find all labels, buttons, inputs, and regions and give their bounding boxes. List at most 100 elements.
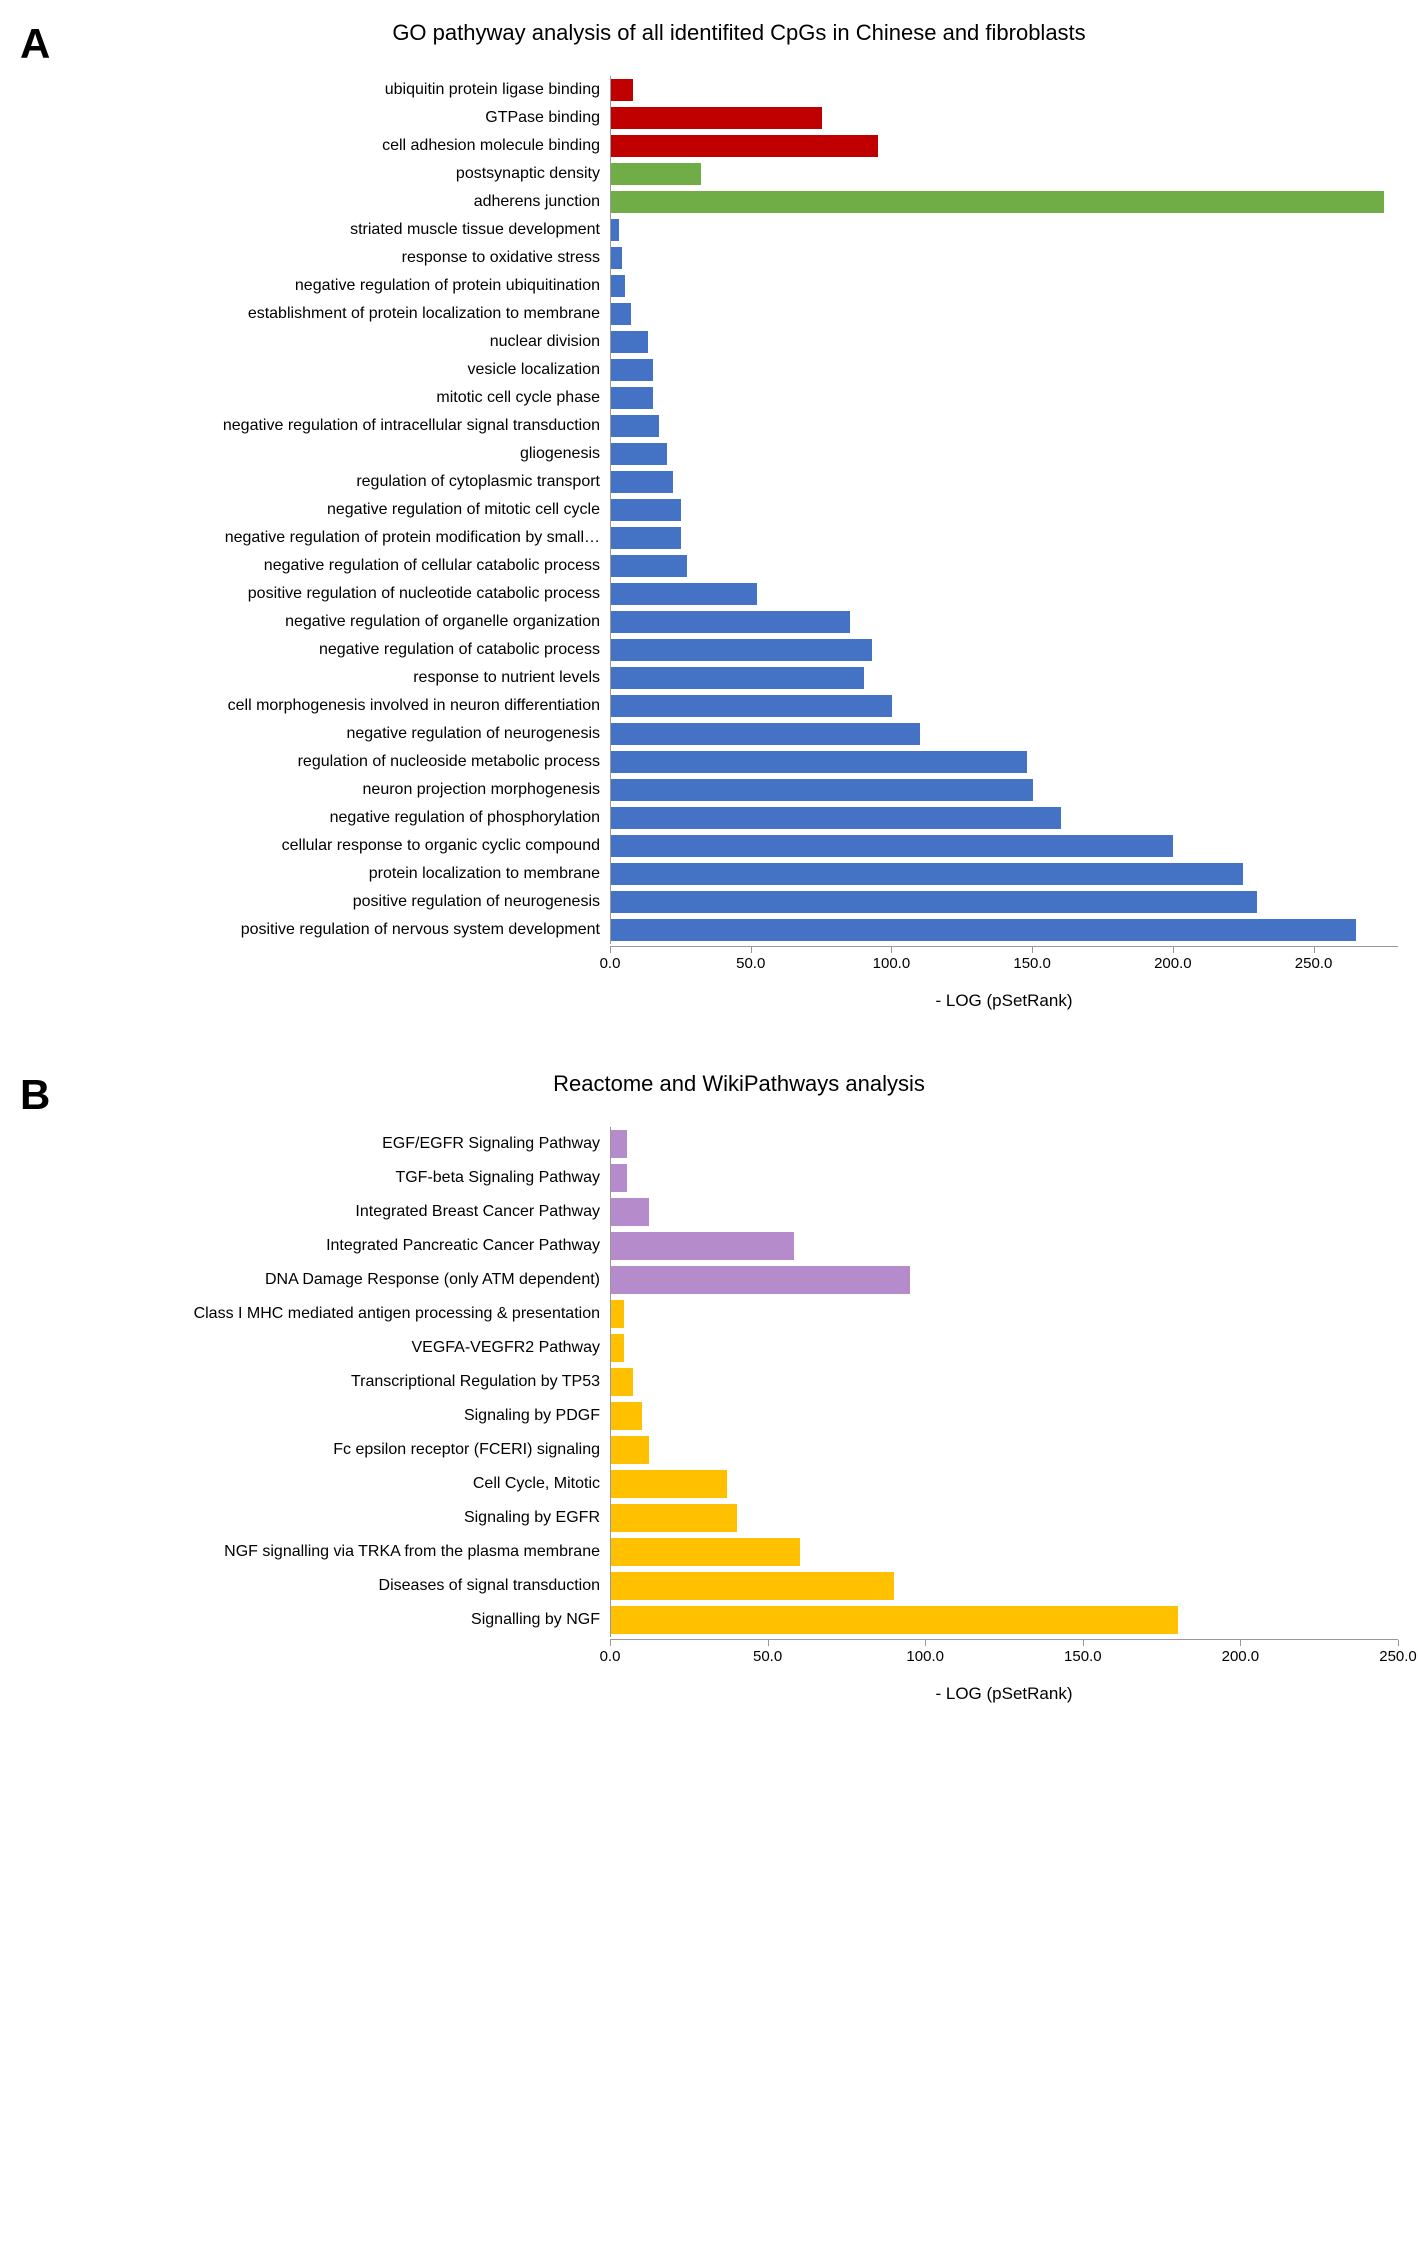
bar-label: DNA Damage Response (only ATM dependent)	[80, 1271, 610, 1289]
bar-row: Signalling by NGF	[80, 1603, 1398, 1637]
bar-row: positive regulation of nervous system de…	[80, 916, 1398, 944]
bar-row: Fc epsilon receptor (FCERI) signaling	[80, 1433, 1398, 1467]
bar	[611, 1266, 910, 1294]
bar-track	[610, 860, 1398, 888]
x-tick-label: 100.0	[873, 955, 911, 972]
bar-label: Signaling by EGFR	[80, 1509, 610, 1527]
bar-row: positive regulation of nucleotide catabo…	[80, 580, 1398, 608]
x-tick	[1083, 1640, 1084, 1646]
bar	[611, 583, 757, 605]
bar-label: positive regulation of nucleotide catabo…	[80, 585, 610, 603]
x-tick	[610, 1640, 611, 1646]
bar	[611, 779, 1033, 801]
x-axis: 0.050.0100.0150.0200.0250.0	[80, 946, 1398, 987]
bar-label: VEGFA-VEGFR2 Pathway	[80, 1339, 610, 1357]
bar-row: cell morphogenesis involved in neuron di…	[80, 692, 1398, 720]
bar-row: TGF-beta Signaling Pathway	[80, 1161, 1398, 1195]
bar-track	[610, 636, 1398, 664]
bar-track	[610, 1195, 1398, 1229]
bar-label: Signaling by PDGF	[80, 1407, 610, 1425]
bar-track	[610, 356, 1398, 384]
bar-row: positive regulation of neurogenesis	[80, 888, 1398, 916]
bar-row: cellular response to organic cyclic comp…	[80, 832, 1398, 860]
x-tick-label: 50.0	[753, 1648, 782, 1665]
x-tick	[925, 1640, 926, 1646]
bar-track	[610, 160, 1398, 188]
bar	[611, 1334, 624, 1362]
bar	[611, 891, 1257, 913]
bar	[611, 135, 878, 157]
x-axis-title: - LOG (pSetRank)	[610, 991, 1398, 1011]
bar-track	[610, 608, 1398, 636]
bar-track	[610, 496, 1398, 524]
bar	[611, 611, 850, 633]
bar	[611, 807, 1061, 829]
panel-b: B Reactome and WikiPathways analysis EGF…	[20, 1071, 1398, 1704]
bar-row: Signaling by PDGF	[80, 1399, 1398, 1433]
panel-b-chart: EGF/EGFR Signaling PathwayTGF-beta Signa…	[80, 1127, 1398, 1704]
bar-row: regulation of nucleoside metabolic proce…	[80, 748, 1398, 776]
bar-track	[610, 1161, 1398, 1195]
bar	[611, 1470, 727, 1498]
bar-row: VEGFA-VEGFR2 Pathway	[80, 1331, 1398, 1365]
bar-track	[610, 1399, 1398, 1433]
bar	[611, 303, 631, 325]
bar-label: Transcriptional Regulation by TP53	[80, 1373, 610, 1391]
bar	[611, 387, 653, 409]
bar-track	[610, 1365, 1398, 1399]
bar-track	[610, 1229, 1398, 1263]
x-tick-label: 0.0	[600, 955, 621, 972]
bar-label: cellular response to organic cyclic comp…	[80, 837, 610, 855]
bar-track	[610, 412, 1398, 440]
bar-row: Diseases of signal transduction	[80, 1569, 1398, 1603]
bar-row: Integrated Breast Cancer Pathway	[80, 1195, 1398, 1229]
bar-label: regulation of cytoplasmic transport	[80, 473, 610, 491]
x-tick	[1314, 947, 1315, 953]
x-tick-label: 100.0	[906, 1648, 944, 1665]
bar-track	[610, 1127, 1398, 1161]
bar	[611, 471, 673, 493]
bar	[611, 1130, 627, 1158]
bar-label: adherens junction	[80, 193, 610, 211]
bar-track	[610, 216, 1398, 244]
bar-row: Class I MHC mediated antigen processing …	[80, 1297, 1398, 1331]
panel-a-title: GO pathyway analysis of all identifited …	[80, 20, 1398, 46]
bar-label: negative regulation of organelle organiz…	[80, 613, 610, 631]
bar	[611, 1436, 649, 1464]
bar-row: negative regulation of intracellular sig…	[80, 412, 1398, 440]
bar	[611, 667, 864, 689]
bar-track	[610, 272, 1398, 300]
bar	[611, 331, 648, 353]
bar	[611, 723, 920, 745]
bar-row: protein localization to membrane	[80, 860, 1398, 888]
bar-track	[610, 776, 1398, 804]
bar-row: vesicle localization	[80, 356, 1398, 384]
bar-row: GTPase binding	[80, 104, 1398, 132]
bar-label: Cell Cycle, Mitotic	[80, 1475, 610, 1493]
bar-label: negative regulation of phosphorylation	[80, 809, 610, 827]
bar-row: regulation of cytoplasmic transport	[80, 468, 1398, 496]
bar-label: negative regulation of catabolic process	[80, 641, 610, 659]
x-tick	[1240, 1640, 1241, 1646]
panel-a: A GO pathyway analysis of all identifite…	[20, 20, 1398, 1011]
panel-a-chart: ubiquitin protein ligase bindingGTPase b…	[80, 76, 1398, 1011]
bar-track	[610, 664, 1398, 692]
bar	[611, 219, 619, 241]
bar	[611, 1198, 649, 1226]
bar	[611, 1300, 624, 1328]
bar-track	[610, 720, 1398, 748]
bar-track	[610, 1331, 1398, 1365]
bar-row: neuron projection morphogenesis	[80, 776, 1398, 804]
bar-label: nuclear division	[80, 333, 610, 351]
x-tick-label: 250.0	[1295, 955, 1333, 972]
bar	[611, 415, 659, 437]
bar	[611, 1606, 1178, 1634]
bar-track	[610, 888, 1398, 916]
bar-row: negative regulation of mitotic cell cycl…	[80, 496, 1398, 524]
bar-label: positive regulation of neurogenesis	[80, 893, 610, 911]
bar-track	[610, 1569, 1398, 1603]
bar	[611, 919, 1356, 941]
bar-track	[610, 384, 1398, 412]
bar-label: positive regulation of nervous system de…	[80, 921, 610, 939]
bar-row: negative regulation of protein ubiquitin…	[80, 272, 1398, 300]
